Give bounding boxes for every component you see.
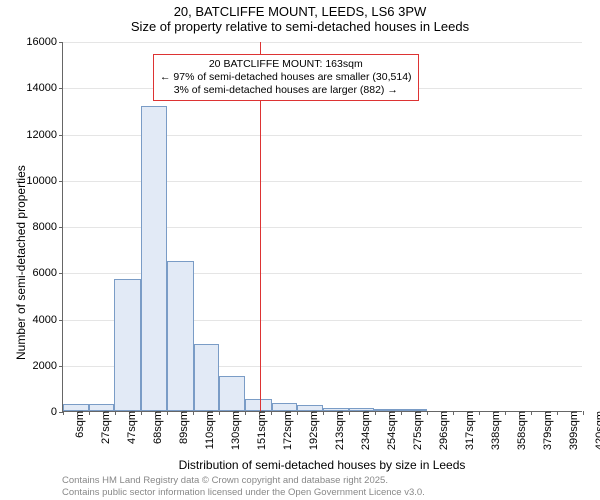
x-tick-mark bbox=[271, 411, 272, 415]
x-tick-label: 130sqm bbox=[224, 411, 242, 450]
x-tick-mark bbox=[557, 411, 558, 415]
x-tick-label: 89sqm bbox=[172, 411, 190, 444]
x-tick-mark bbox=[531, 411, 532, 415]
histogram-bar bbox=[272, 403, 297, 411]
x-tick-mark bbox=[505, 411, 506, 415]
footer-line2: Contains public sector information licen… bbox=[62, 487, 425, 498]
x-tick-label: 6sqm bbox=[68, 411, 86, 438]
y-tick-label: 2000 bbox=[33, 360, 63, 372]
grid-line bbox=[63, 42, 582, 43]
x-tick-mark bbox=[427, 411, 428, 415]
x-tick-mark bbox=[453, 411, 454, 415]
x-tick-mark bbox=[115, 411, 116, 415]
footer-attribution: Contains HM Land Registry data © Crown c… bbox=[62, 475, 425, 498]
x-tick-mark bbox=[583, 411, 584, 415]
x-tick-mark bbox=[219, 411, 220, 415]
x-tick-label: 296sqm bbox=[432, 411, 450, 450]
histogram-bar bbox=[63, 404, 89, 411]
histogram-bar bbox=[245, 399, 271, 411]
x-tick-label: 172sqm bbox=[276, 411, 294, 450]
annotation-line3: 3% of semi-detached houses are larger (8… bbox=[160, 84, 412, 97]
page-title-line1: 20, BATCLIFFE MOUNT, LEEDS, LS6 3PW bbox=[0, 0, 600, 19]
y-axis-label: Number of semi-detached properties bbox=[14, 165, 28, 360]
plot-region: 02000400060008000100001200014000160006sq… bbox=[62, 42, 582, 412]
x-axis-label: Distribution of semi-detached houses by … bbox=[62, 458, 582, 472]
y-tick-label: 10000 bbox=[26, 175, 63, 187]
histogram-chart: 02000400060008000100001200014000160006sq… bbox=[62, 42, 582, 412]
x-tick-mark bbox=[323, 411, 324, 415]
x-tick-label: 151sqm bbox=[250, 411, 268, 450]
x-tick-label: 358sqm bbox=[510, 411, 528, 450]
footer-line1: Contains HM Land Registry data © Crown c… bbox=[62, 475, 425, 486]
x-tick-mark bbox=[193, 411, 194, 415]
histogram-bar bbox=[141, 106, 167, 411]
x-tick-label: 379sqm bbox=[536, 411, 554, 450]
x-tick-mark bbox=[479, 411, 480, 415]
annotation-box: 20 BATCLIFFE MOUNT: 163sqm← 97% of semi-… bbox=[153, 54, 419, 101]
x-tick-mark bbox=[245, 411, 246, 415]
x-tick-label: 192sqm bbox=[302, 411, 320, 450]
x-tick-label: 254sqm bbox=[380, 411, 398, 450]
x-tick-label: 47sqm bbox=[120, 411, 138, 444]
x-tick-mark bbox=[63, 411, 64, 415]
x-tick-label: 68sqm bbox=[146, 411, 164, 444]
x-tick-mark bbox=[89, 411, 90, 415]
histogram-bar bbox=[167, 261, 193, 411]
x-tick-label: 110sqm bbox=[198, 411, 216, 449]
x-tick-label: 338sqm bbox=[484, 411, 502, 450]
histogram-bar bbox=[89, 404, 114, 411]
x-tick-label: 317sqm bbox=[458, 411, 476, 450]
x-tick-mark bbox=[349, 411, 350, 415]
x-tick-label: 27sqm bbox=[94, 411, 112, 444]
y-tick-label: 4000 bbox=[33, 314, 63, 326]
annotation-line1: 20 BATCLIFFE MOUNT: 163sqm bbox=[160, 58, 412, 71]
y-tick-label: 14000 bbox=[26, 82, 63, 94]
y-tick-label: 16000 bbox=[26, 36, 63, 48]
x-tick-mark bbox=[401, 411, 402, 415]
histogram-bar bbox=[114, 279, 140, 411]
annotation-line2: ← 97% of semi-detached houses are smalle… bbox=[160, 71, 412, 84]
x-tick-label: 234sqm bbox=[354, 411, 372, 450]
x-tick-mark bbox=[167, 411, 168, 415]
x-tick-label: 275sqm bbox=[406, 411, 424, 450]
histogram-bar bbox=[194, 344, 219, 411]
y-tick-label: 0 bbox=[51, 406, 63, 418]
x-tick-label: 420sqm bbox=[588, 411, 600, 450]
page-title-line2: Size of property relative to semi-detach… bbox=[0, 19, 600, 36]
x-tick-mark bbox=[375, 411, 376, 415]
histogram-bar bbox=[219, 376, 245, 411]
x-tick-label: 399sqm bbox=[562, 411, 580, 450]
x-tick-mark bbox=[141, 411, 142, 415]
x-tick-label: 213sqm bbox=[328, 411, 346, 450]
x-tick-mark bbox=[297, 411, 298, 415]
y-tick-label: 6000 bbox=[33, 267, 63, 279]
y-tick-label: 8000 bbox=[33, 221, 63, 233]
y-tick-label: 12000 bbox=[26, 129, 63, 141]
